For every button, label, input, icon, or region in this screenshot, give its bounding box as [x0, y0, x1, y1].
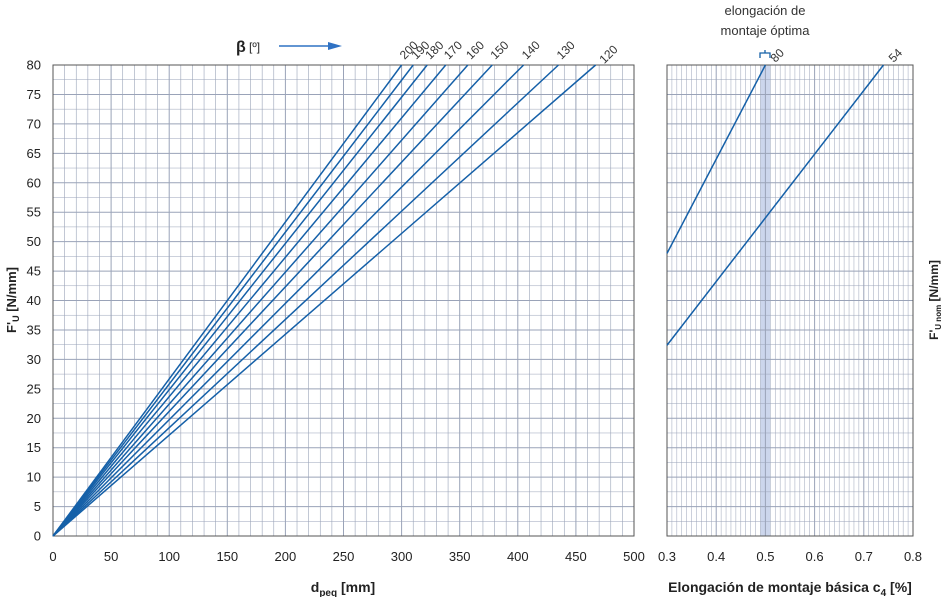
beta-legend-title: β — [236, 39, 246, 56]
y-tick-label: 35 — [27, 322, 41, 337]
right-y-axis-title: F'U nom [N/mm] — [927, 260, 943, 340]
right-tick-labels: 0.3 0.4 0.5 0.6 0.7 0.8 — [658, 549, 922, 564]
y-tick-label: 75 — [27, 87, 41, 102]
x-tick-label: 0.8 — [904, 549, 922, 564]
series-label-beta-140: 140 — [519, 38, 543, 62]
series-label-54: 54 — [886, 46, 906, 66]
series-line-beta-180 — [52, 64, 428, 537]
y-tick-label: 60 — [27, 175, 41, 190]
y-tick-label: 30 — [27, 352, 41, 367]
y-tick-label: 55 — [27, 205, 41, 220]
y-tick-label: 5 — [34, 499, 41, 514]
x-tick-label: 0.6 — [806, 549, 824, 564]
y-tick-label: 70 — [27, 116, 41, 131]
x-tick-label: 250 — [333, 549, 355, 564]
x-tick-label: 400 — [507, 549, 529, 564]
x-tick-label: 200 — [275, 549, 297, 564]
x-tick-label: 50 — [104, 549, 118, 564]
series-line-beta-190 — [52, 64, 414, 537]
right-plot-frame — [666, 64, 914, 537]
y-tick-label: 10 — [27, 470, 41, 485]
x-tick-label: 450 — [565, 549, 587, 564]
x-tick-label: 500 — [623, 549, 645, 564]
series-line-80 — [666, 64, 767, 254]
y-tick-label: 15 — [27, 440, 41, 455]
left-series-lines — [52, 64, 597, 537]
right-series-lines — [666, 64, 885, 346]
x-tick-label: 0.5 — [756, 549, 774, 564]
optimum-label-line1: elongación de — [725, 3, 806, 18]
series-label-beta-170: 170 — [441, 38, 465, 62]
optimum-bracket-icon — [759, 50, 771, 58]
y-tick-label: 50 — [27, 234, 41, 249]
beta-arrow-icon — [279, 42, 342, 50]
series-line-beta-200 — [52, 64, 403, 537]
optimum-label-line2: montaje óptima — [721, 23, 811, 38]
left-y-axis-title: F'U [N/mm] — [4, 267, 21, 333]
series-line-beta-150 — [52, 64, 493, 537]
x-tick-label: 0 — [49, 549, 56, 564]
series-line-54 — [666, 64, 885, 346]
series-line-beta-170 — [52, 64, 447, 537]
x-tick-label: 300 — [391, 549, 413, 564]
y-tick-label: 0 — [34, 529, 41, 544]
x-tick-label: 0.3 — [658, 549, 676, 564]
beta-legend-unit: [º] — [249, 40, 260, 54]
series-line-beta-130 — [52, 64, 559, 537]
series-line-beta-140 — [52, 64, 525, 537]
y-tick-label: 25 — [27, 381, 41, 396]
x-tick-label: 350 — [449, 549, 471, 564]
left-grid — [52, 64, 635, 537]
series-label-beta-160: 160 — [463, 38, 487, 62]
x-tick-label: 0.4 — [707, 549, 725, 564]
x-tick-label: 150 — [216, 549, 238, 564]
y-tick-label: 80 — [27, 58, 41, 73]
y-tick-label: 45 — [27, 264, 41, 279]
series-label-beta-150: 150 — [487, 38, 511, 62]
y-tick-label: 65 — [27, 146, 41, 161]
series-line-beta-120 — [52, 64, 597, 537]
x-tick-label: 0.7 — [855, 549, 873, 564]
y-tick-label: 40 — [27, 293, 41, 308]
left-x-axis-title: dpeq [mm] — [311, 579, 375, 597]
left-plot-frame — [52, 64, 635, 537]
left-tick-labels: 0 50 100 150 200 250 300 350 400 450 500 0 5 10 15 20 25… — [27, 58, 645, 565]
right-grid — [666, 64, 914, 537]
series-label-beta-120: 120 — [597, 42, 621, 66]
series-line-beta-160 — [52, 64, 469, 537]
y-tick-label: 20 — [27, 411, 41, 426]
x-tick-label: 100 — [158, 549, 180, 564]
right-x-axis-title: Elongación de montaje básica c4 [%] — [668, 579, 912, 597]
series-label-beta-130: 130 — [554, 38, 578, 62]
